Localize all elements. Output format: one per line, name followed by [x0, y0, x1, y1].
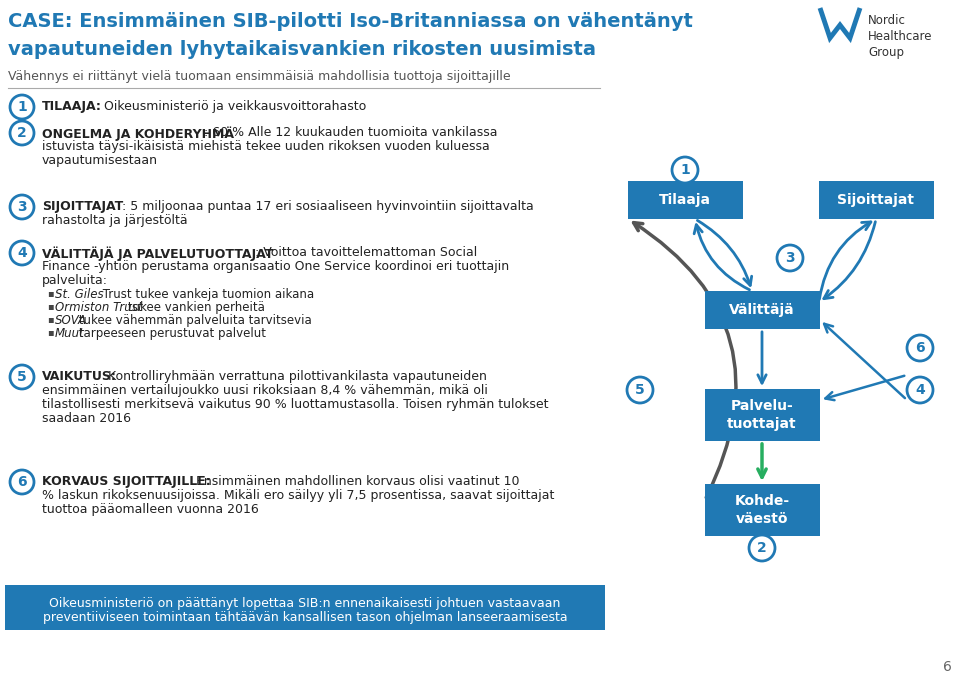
Text: vapautuneiden lyhytaikaisvankien rikosten uusimista: vapautuneiden lyhytaikaisvankien rikoste… [8, 40, 596, 59]
Text: ensimmäinen vertailujoukko uusi rikoksiaan 8,4 % vähemmän, mikä oli: ensimmäinen vertailujoukko uusi rikoksia… [42, 384, 488, 397]
Text: Trust tukee vankeja tuomion aikana: Trust tukee vankeja tuomion aikana [99, 288, 314, 301]
Circle shape [777, 245, 803, 271]
FancyBboxPatch shape [628, 181, 742, 219]
Text: 4: 4 [915, 383, 924, 397]
Text: 4: 4 [17, 246, 27, 260]
Text: Tilaaja: Tilaaja [659, 193, 711, 207]
Circle shape [10, 121, 34, 145]
FancyBboxPatch shape [5, 585, 605, 630]
Text: 6: 6 [943, 660, 952, 674]
Text: Palvelu-
tuottajat: Palvelu- tuottajat [727, 400, 797, 431]
Circle shape [907, 377, 933, 403]
Text: 1: 1 [680, 163, 690, 177]
Text: SIJOITTAJAT: SIJOITTAJAT [42, 200, 123, 213]
Text: palveluita:: palveluita: [42, 274, 108, 287]
Text: Sijoittajat: Sijoittajat [837, 193, 915, 207]
FancyBboxPatch shape [705, 484, 820, 536]
Text: 6: 6 [915, 341, 924, 355]
Text: preventiiviseen toimintaan tähtäävän kansallisen tason ohjelman lanseeraamisesta: preventiiviseen toimintaan tähtäävän kan… [42, 611, 567, 624]
Text: vapautumisestaan: vapautumisestaan [42, 154, 158, 167]
Text: rahastolta ja järjestöltä: rahastolta ja järjestöltä [42, 214, 187, 227]
Text: Kohde-
väestö: Kohde- väestö [734, 494, 789, 526]
Text: ONGELMA JA KOHDERYHMÄ: ONGELMA JA KOHDERYHMÄ [42, 126, 234, 141]
FancyBboxPatch shape [705, 291, 820, 329]
Text: tarpeeseen perustuvat palvelut: tarpeeseen perustuvat palvelut [75, 327, 266, 340]
Circle shape [672, 157, 698, 183]
Text: Nordic: Nordic [868, 14, 906, 27]
Text: Oikeusministeriö ja veikkausvoittorahasto: Oikeusministeriö ja veikkausvoittorahast… [100, 100, 367, 113]
Text: 3: 3 [785, 251, 795, 265]
Text: Ormiston Trust: Ormiston Trust [55, 301, 142, 314]
Text: Kontrolliryhmään verrattuna pilottivankilasta vapautuneiden: Kontrolliryhmään verrattuna pilottivanki… [104, 370, 487, 383]
Text: tuottoa pääomalleen vuonna 2016: tuottoa pääomalleen vuonna 2016 [42, 503, 259, 516]
Text: ▪: ▪ [47, 327, 54, 337]
Text: Ensimmäinen mahdollinen korvaus olisi vaatinut 10: Ensimmäinen mahdollinen korvaus olisi va… [192, 475, 519, 488]
Circle shape [10, 365, 34, 389]
Text: 5: 5 [17, 370, 27, 384]
Text: VÄLITTÄJÄ JA PALVELUTUOTTAJAT: VÄLITTÄJÄ JA PALVELUTUOTTAJAT [42, 246, 274, 261]
Text: 6: 6 [17, 475, 27, 489]
Text: Group: Group [868, 46, 904, 59]
Circle shape [10, 241, 34, 265]
Text: CASE: Ensimmäinen SIB-pilotti Iso-Britanniassa on vähentänyt: CASE: Ensimmäinen SIB-pilotti Iso-Britan… [8, 12, 693, 31]
Text: : 5 miljoonaa puntaa 17 eri sosiaaliseen hyvinvointiin sijoittavalta: : 5 miljoonaa puntaa 17 eri sosiaaliseen… [122, 200, 534, 213]
Text: St. Giles: St. Giles [55, 288, 104, 301]
Text: saadaan 2016: saadaan 2016 [42, 412, 131, 425]
Text: ▪: ▪ [47, 301, 54, 311]
Text: SOVA: SOVA [55, 314, 87, 327]
Text: Oikeusministeriö on päättänyt lopettaa SIB:n ennenaikaisesti johtuen vastaavaan: Oikeusministeriö on päättänyt lopettaa S… [49, 597, 561, 610]
Text: Vähennys ei riittänyt vielä tuomaan ensimmäisiä mahdollisia tuottoja sijoittajil: Vähennys ei riittänyt vielä tuomaan ensi… [8, 70, 511, 83]
Circle shape [10, 195, 34, 219]
Text: Healthcare: Healthcare [868, 30, 932, 43]
Text: tukee vähemmän palveluita tarvitsevia: tukee vähemmän palveluita tarvitsevia [75, 314, 311, 327]
FancyBboxPatch shape [819, 181, 933, 219]
Text: 1: 1 [17, 100, 27, 114]
Circle shape [627, 377, 653, 403]
Text: ▪: ▪ [47, 314, 54, 324]
Text: Finance -yhtiön perustama organisaatio One Service koordinoi eri tuottajin: Finance -yhtiön perustama organisaatio O… [42, 260, 509, 273]
Text: istuvista täysi-ikäisistä miehistä tekee uuden rikoksen vuoden kuluessa: istuvista täysi-ikäisistä miehistä tekee… [42, 140, 490, 153]
Text: tilastollisesti merkitsevä vaikutus 90 % luottamustasolla. Toisen ryhmän tulokse: tilastollisesti merkitsevä vaikutus 90 %… [42, 398, 548, 411]
Text: % laskun rikoksenuusijoissa. Mikäli ero säilyy yli 7,5 prosentissa, saavat sijoi: % laskun rikoksenuusijoissa. Mikäli ero … [42, 489, 554, 502]
Circle shape [749, 535, 775, 561]
Text: : 60 % Alle 12 kuukauden tuomioita vankilassa: : 60 % Alle 12 kuukauden tuomioita vanki… [204, 126, 497, 139]
Text: 5: 5 [636, 383, 645, 397]
Circle shape [10, 470, 34, 494]
Text: 2: 2 [757, 541, 767, 555]
Text: KORVAUS SIJOITTAJILLE:: KORVAUS SIJOITTAJILLE: [42, 475, 211, 488]
Circle shape [907, 335, 933, 361]
Text: Muut: Muut [55, 327, 84, 340]
Circle shape [10, 95, 34, 119]
Text: : Voittoa tavoittelemattoman Social: : Voittoa tavoittelemattoman Social [255, 246, 477, 259]
Text: Välittäjä: Välittäjä [730, 303, 795, 317]
Text: 3: 3 [17, 200, 27, 214]
Text: 2: 2 [17, 126, 27, 140]
FancyBboxPatch shape [705, 389, 820, 441]
Text: tukee vankien perheitä: tukee vankien perheitä [124, 301, 264, 314]
Text: VAIKUTUS:: VAIKUTUS: [42, 370, 117, 383]
Text: ▪: ▪ [47, 288, 54, 298]
Text: TILAAJA:: TILAAJA: [42, 100, 102, 113]
